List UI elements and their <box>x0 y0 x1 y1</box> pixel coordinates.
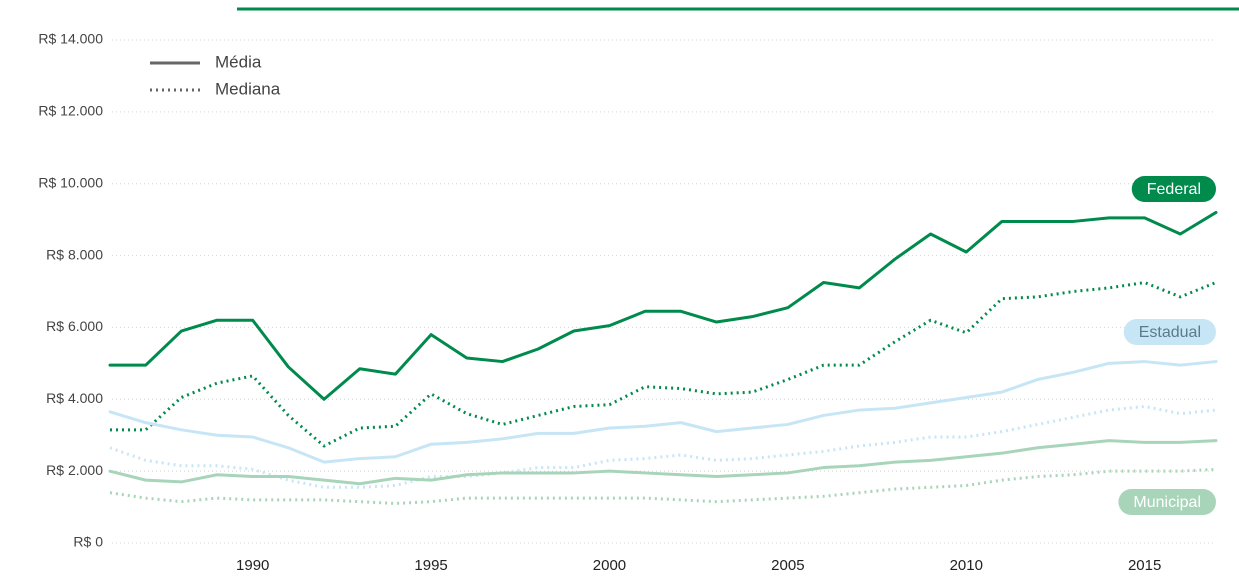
y-tick-label: R$ 2.000 <box>46 462 103 478</box>
series-label-text: Estadual <box>1139 324 1201 341</box>
y-tick-label: R$ 10.000 <box>38 174 103 190</box>
mean-line <box>108 210 1218 401</box>
y-tick-label: R$ 8.000 <box>46 246 103 262</box>
series-label-text: Municipal <box>1133 494 1201 511</box>
median-line <box>110 281 1217 448</box>
x-tick-label: 1990 <box>236 557 269 574</box>
series-label: Estadual <box>1123 319 1216 345</box>
x-tick-label: 2005 <box>771 557 804 574</box>
x-tick-label: 2000 <box>593 557 626 574</box>
series-label-text: Federal <box>1147 181 1201 198</box>
y-tick-label: R$ 12.000 <box>38 103 103 119</box>
legend-label: Média <box>215 52 262 71</box>
legend-label: Mediana <box>215 79 281 98</box>
y-tick-label: R$ 4.000 <box>46 390 103 406</box>
series-label: Federal <box>1131 176 1216 202</box>
y-tick-label: R$ 6.000 <box>46 318 103 334</box>
x-tick-label: 1995 <box>414 557 447 574</box>
series-label-pill <box>1131 176 1216 202</box>
x-tick-label: 2015 <box>1128 557 1161 574</box>
series-label: Municipal <box>1118 489 1216 515</box>
y-tick-label: R$ 14.000 <box>38 31 103 47</box>
mean-line <box>108 439 1218 486</box>
mean-line <box>108 360 1218 464</box>
series-label-pill <box>1118 489 1216 515</box>
y-tick-label: R$ 0 <box>73 534 103 550</box>
median-line <box>109 467 1217 505</box>
x-tick-label: 2010 <box>950 557 983 574</box>
series-label-pill <box>1123 319 1216 345</box>
